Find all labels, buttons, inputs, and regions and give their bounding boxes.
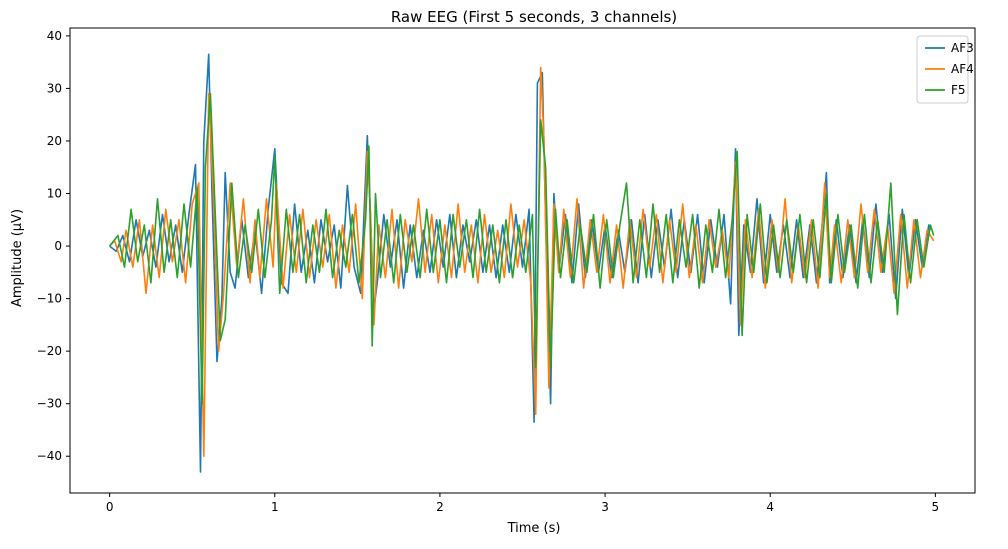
y-tick-label: 30 [47,81,62,95]
y-axis: −40 −30 −20 −10 0 10 20 30 40 [37,29,70,463]
x-tick-label: 2 [436,500,444,514]
plot-frame [69,27,976,494]
legend-label-f5: F5 [951,83,966,97]
x-axis: 0 1 2 3 4 5 [106,493,939,514]
y-tick-label: −20 [37,344,62,358]
x-axis-label: Time (s) [507,521,561,536]
plot-area [69,27,976,494]
y-tick-label: −30 [37,397,62,411]
legend-label-af3: AF3 [951,41,974,55]
y-tick-label: 40 [47,29,62,43]
x-tick-label: 3 [601,500,609,514]
x-tick-label: 1 [271,500,279,514]
legend: AF3 AF4 F5 [916,35,974,104]
y-tick-label: 20 [47,134,62,148]
series-line-af4 [109,66,935,457]
x-tick-label: 0 [106,500,114,514]
y-tick-label: −10 [37,292,62,306]
chart-title: Raw EEG (First 5 seconds, 3 channels) [391,8,677,26]
series-line-f5 [108,92,935,405]
x-tick-label: 4 [766,500,774,514]
y-axis-label: Amplitude (µV) [10,209,25,307]
y-tick-label: 10 [47,187,62,201]
y-tick-label: 0 [54,239,62,253]
x-tick-label: 5 [932,500,940,514]
y-tick-label: −40 [37,449,62,463]
legend-label-af4: AF4 [951,62,974,76]
